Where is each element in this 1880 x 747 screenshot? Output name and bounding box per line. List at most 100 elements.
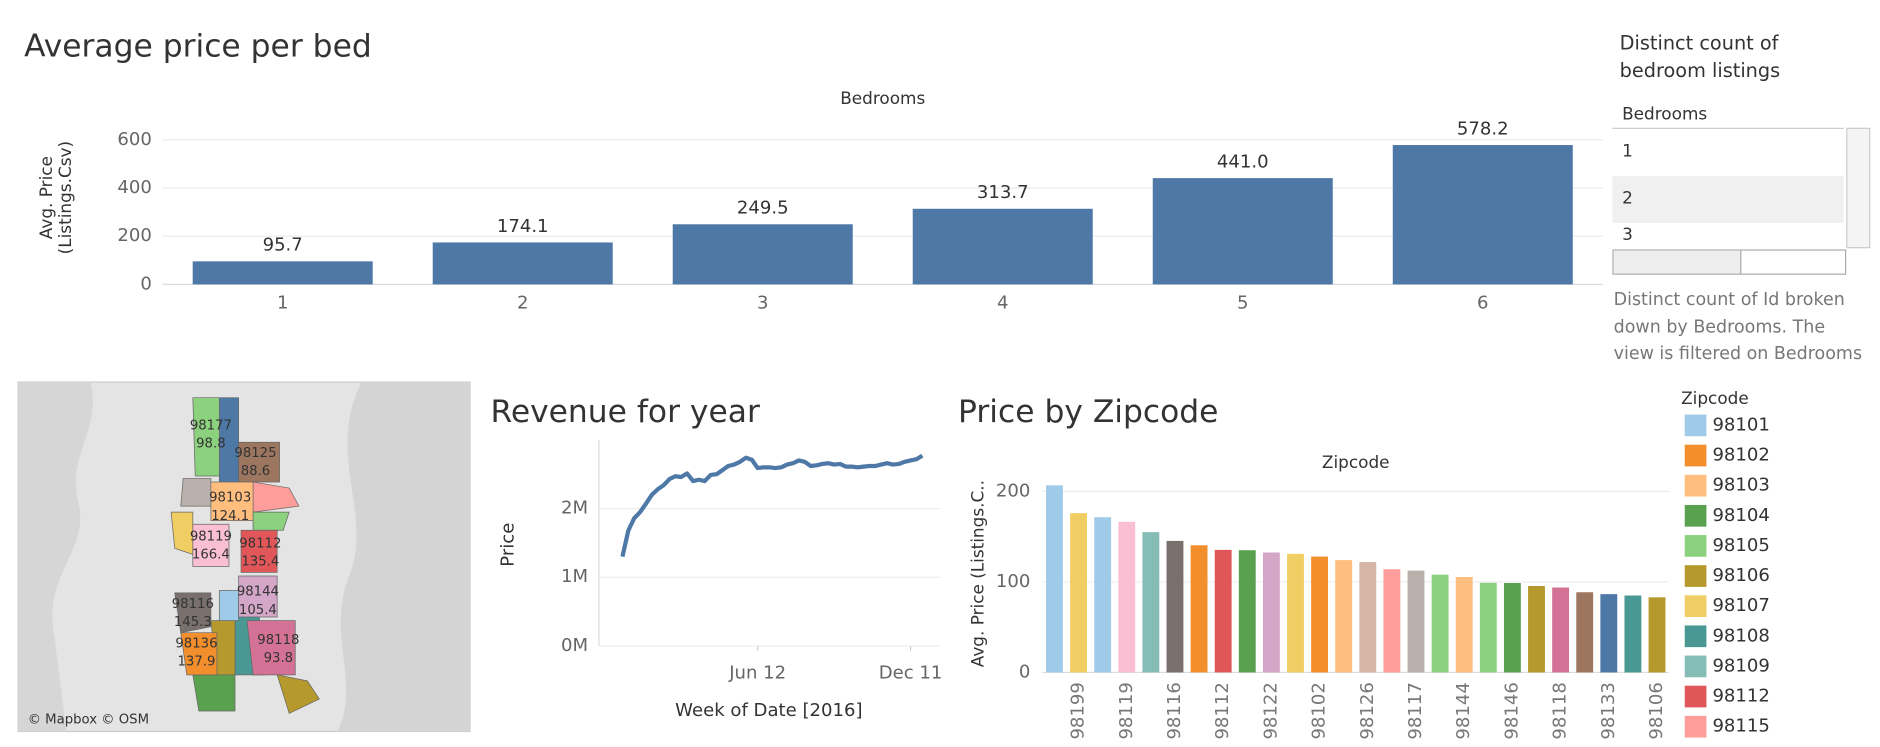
legend-swatch <box>1684 444 1707 467</box>
bar <box>1118 521 1136 673</box>
y-tick-label: 0M <box>561 635 588 656</box>
legend-swatch <box>1684 715 1707 738</box>
value-label: 95.7 <box>263 235 303 256</box>
y-tick-label: 0 <box>1019 661 1031 682</box>
map-region <box>238 575 278 618</box>
region-value: 98.8 <box>196 436 226 451</box>
y-tick-label: 400 <box>117 177 151 198</box>
region-name: 98116 <box>172 597 214 612</box>
x-tick-label: 1 <box>277 293 289 314</box>
bar <box>1094 517 1112 673</box>
map-land <box>337 382 470 732</box>
x-tick-label: 4 <box>997 293 1009 314</box>
value-label: 249.5 <box>737 198 789 219</box>
y-tick-label: 600 <box>117 129 151 150</box>
column-header: Bedrooms <box>840 88 925 108</box>
value-label: 441.0 <box>1217 151 1269 172</box>
bar <box>1359 562 1377 673</box>
map-region <box>192 397 220 477</box>
value-label: 578.2 <box>1457 118 1509 139</box>
region-value: 88.6 <box>241 464 271 479</box>
x-tick-label: 3 <box>757 293 769 314</box>
region-name: 98119 <box>190 529 232 544</box>
map-area <box>192 674 236 712</box>
bar <box>1383 569 1401 673</box>
scrollbar[interactable] <box>1612 249 1847 275</box>
legend-label: 98106 <box>1712 565 1769 586</box>
map-land <box>18 382 93 732</box>
region-name: 98136 <box>175 637 217 652</box>
region-value: 166.4 <box>192 547 230 562</box>
map-region <box>180 632 218 676</box>
sidebar-title: Distinct count of bedroom listings <box>1619 31 1781 82</box>
x-tick-label: 98102 <box>1309 682 1330 739</box>
bar <box>1552 587 1570 673</box>
x-tick-label: 98119 <box>1116 682 1137 739</box>
bar <box>432 242 613 285</box>
region-name: 98144 <box>237 585 279 600</box>
y-tick-label: 0 <box>140 273 152 294</box>
bar <box>1503 583 1521 673</box>
bar <box>672 224 853 285</box>
bar <box>1479 582 1497 673</box>
scrollbar[interactable] <box>1846 127 1871 249</box>
region-value: 93.8 <box>264 651 294 666</box>
legend-label: 98103 <box>1712 475 1769 496</box>
y-tick-label: 200 <box>996 480 1030 501</box>
x-axis-label: Week of Date [2016] <box>675 700 862 721</box>
map-area <box>276 674 320 714</box>
map-region <box>174 592 212 634</box>
chart-title: Price by Zipcode <box>958 394 1219 431</box>
region-value: 105.4 <box>239 603 277 618</box>
x-tick-label: Jun 12 <box>728 663 786 684</box>
x-tick-label: 98116 <box>1164 682 1185 739</box>
bar <box>1287 553 1304 673</box>
legend-swatch <box>1684 504 1707 527</box>
bar <box>1262 552 1280 673</box>
y-tick-label: 1M <box>561 566 588 587</box>
column-header: Zipcode <box>1322 452 1390 472</box>
legend-title: Zipcode <box>1681 388 1749 408</box>
bar <box>1214 549 1232 673</box>
scroll-thumb[interactable] <box>1613 250 1742 274</box>
y-tick-label: 100 <box>996 571 1030 592</box>
bar <box>1070 513 1088 673</box>
map-region <box>210 481 254 521</box>
x-tick-label: 98106 <box>1646 682 1667 739</box>
legend-label: 98108 <box>1712 625 1769 646</box>
x-tick-label: 98126 <box>1357 682 1378 739</box>
value-label: 174.1 <box>497 216 549 237</box>
legend-swatch <box>1684 565 1707 587</box>
bar <box>1431 574 1449 673</box>
x-tick-label: 98133 <box>1598 682 1619 739</box>
legend-label: 98107 <box>1712 595 1769 616</box>
region-name: 98177 <box>190 418 232 433</box>
bar <box>1335 560 1353 673</box>
bar <box>1046 485 1063 673</box>
map-region <box>238 441 280 483</box>
legend-label: 98105 <box>1712 535 1769 556</box>
x-tick-label: 98117 <box>1405 682 1426 739</box>
map-region <box>246 620 296 676</box>
legend-swatch <box>1684 625 1707 648</box>
legend-label: 98109 <box>1712 655 1769 676</box>
chart-title: Revenue for year <box>490 394 760 431</box>
table-row[interactable]: 3 <box>1622 225 1633 245</box>
table: 1 2 3 <box>1612 127 1844 247</box>
legend-label: 98115 <box>1712 716 1769 737</box>
region-name: 98112 <box>239 537 281 552</box>
table-row[interactable]: 1 <box>1622 142 1633 162</box>
x-tick-label: 98118 <box>1550 682 1571 739</box>
table-row[interactable]: 2 <box>1612 175 1844 223</box>
bar <box>912 208 1093 285</box>
map-region <box>192 523 230 567</box>
bar <box>1166 540 1184 673</box>
y-axis-label: Avg. Price (Listings.C.. <box>968 480 988 667</box>
x-tick-label: 98122 <box>1260 682 1281 739</box>
table-header: Bedrooms <box>1622 104 1708 125</box>
region-value: 137.9 <box>177 655 215 670</box>
line <box>620 453 924 558</box>
bar <box>1392 145 1573 285</box>
legend-swatch <box>1684 414 1707 437</box>
